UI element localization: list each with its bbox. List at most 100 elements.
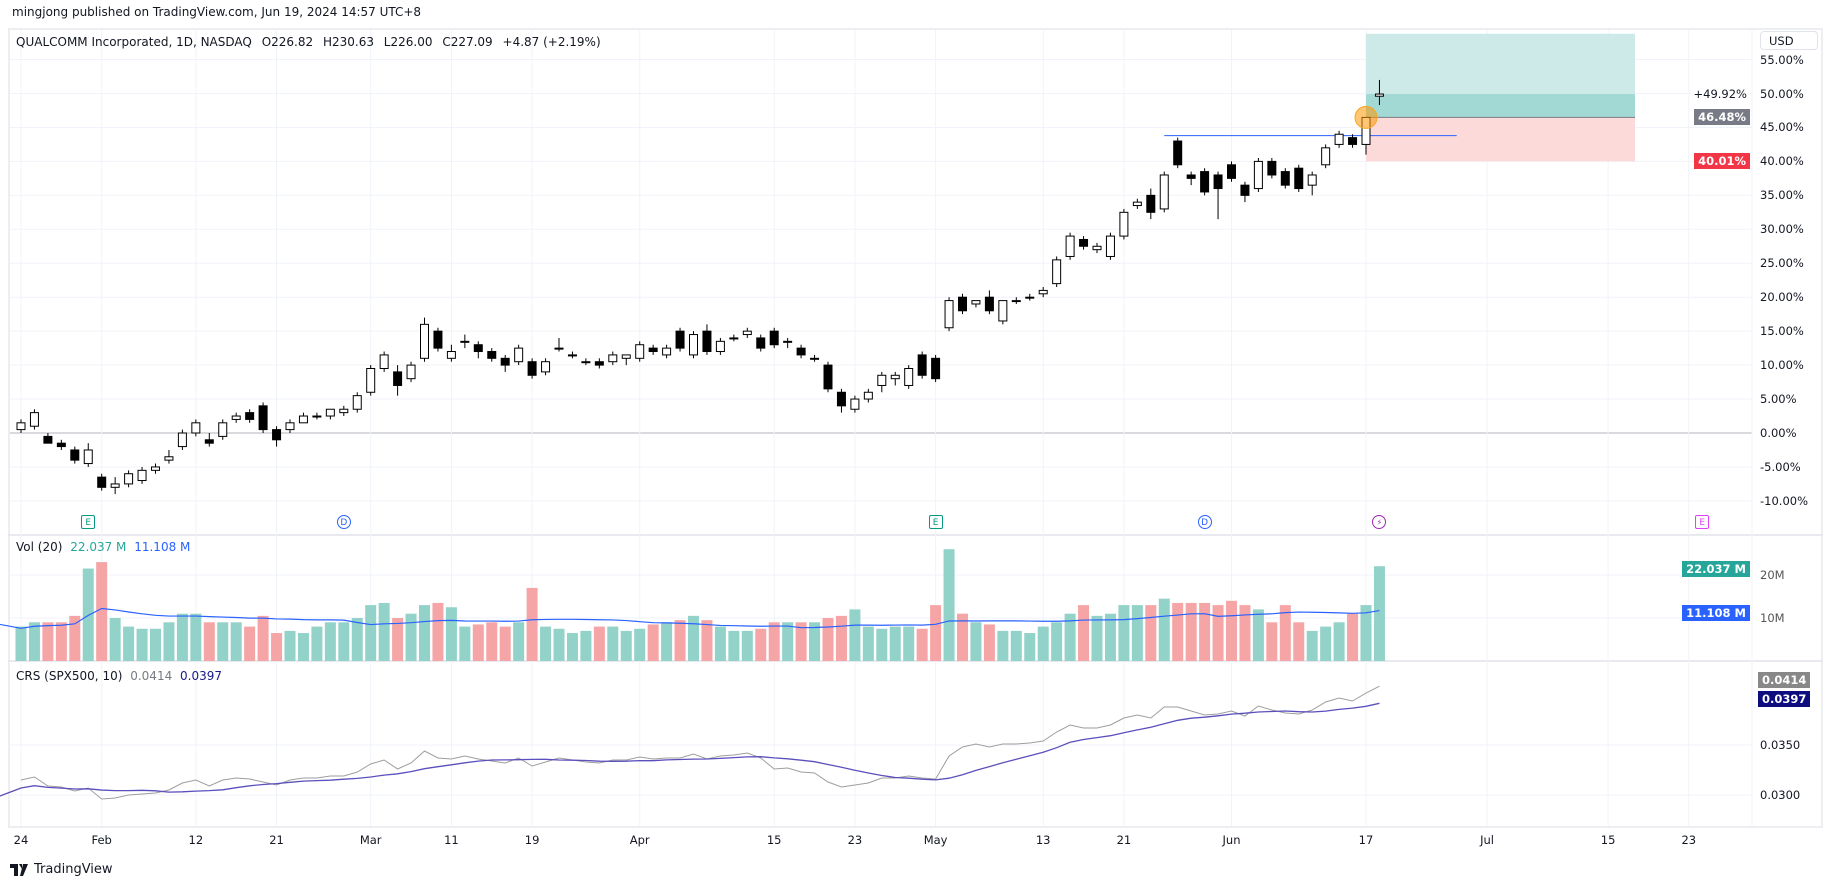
stop-zone xyxy=(1366,117,1635,162)
volume-bar-down xyxy=(1347,613,1359,661)
volume-bar-down xyxy=(647,624,659,661)
volume-bar-up xyxy=(620,630,632,661)
volume-title: Vol (20) xyxy=(16,540,63,554)
volume-bar-up xyxy=(351,618,363,661)
candle-down xyxy=(1227,164,1236,179)
candle-down xyxy=(796,347,806,356)
volume-bar-down xyxy=(1212,605,1224,661)
volume-bar-down xyxy=(203,622,215,661)
volume-bar-up xyxy=(1064,613,1076,661)
crs-legend[interactable]: CRS (SPX500, 10) 0.0414 0.0397 xyxy=(16,669,222,683)
volume-bar-up xyxy=(324,622,336,661)
entry-marker xyxy=(1354,105,1378,129)
candle-up xyxy=(325,408,335,417)
earnings-icon[interactable]: E xyxy=(81,515,96,529)
volume-bar-down xyxy=(526,587,538,661)
volume-bar-up xyxy=(297,633,309,661)
volume-bar-up xyxy=(876,628,888,661)
position-tool xyxy=(1164,33,1635,162)
candle-down xyxy=(473,344,483,353)
volume-bar-up xyxy=(217,622,229,661)
earnings-icon[interactable]: E xyxy=(928,515,943,529)
volume-bar-up xyxy=(1091,615,1103,661)
time-tick-label: 12 xyxy=(188,833,204,847)
candle-up xyxy=(420,323,429,359)
volume-legend[interactable]: Vol (20) 22.037 M 11.108 M xyxy=(16,540,190,554)
candle-up xyxy=(1159,174,1169,210)
volume-bar-down xyxy=(593,626,605,661)
time-tick-label: 24 xyxy=(13,833,29,847)
volume-bar-up xyxy=(405,613,417,661)
price-tick-label: 10.00% xyxy=(1760,358,1804,373)
candle-up xyxy=(1052,259,1062,285)
symbol-legend[interactable]: QUALCOMM Incorporated, 1D, NASDAQ O226.8… xyxy=(16,35,607,49)
currency-button[interactable]: USD xyxy=(1760,31,1818,50)
dividend-icon[interactable]: D xyxy=(1197,515,1212,529)
price-tick-label: 55.00% xyxy=(1760,52,1804,67)
price-tick-label: 20.00% xyxy=(1760,290,1804,305)
candle-up xyxy=(1092,245,1102,251)
footer-brand: TradingView xyxy=(34,862,113,877)
volume-bar-up xyxy=(889,626,901,661)
volume-bar-up xyxy=(136,628,148,661)
candle-down xyxy=(984,296,994,312)
volume-bar-up xyxy=(566,633,578,661)
crs-ma-badge: 0.0397 xyxy=(1758,691,1811,707)
volume-bar-up xyxy=(109,618,121,661)
candle-up xyxy=(514,347,524,363)
time-tick-label: Mar xyxy=(359,833,382,847)
candle-up xyxy=(1253,160,1263,190)
volume-bar-down xyxy=(822,618,834,661)
candle-down xyxy=(594,361,604,366)
volume-bar-up xyxy=(1360,605,1372,661)
price-tick-label: 45.00% xyxy=(1760,120,1804,135)
price-tick-label: -5.00% xyxy=(1760,459,1801,474)
volume-bar-down xyxy=(1185,602,1197,661)
profit-zone xyxy=(1366,94,1635,118)
volume-bar-down xyxy=(916,628,928,661)
volume-bar-up xyxy=(1104,613,1116,661)
dividend-icon[interactable]: D xyxy=(336,515,351,529)
volume-bar-up xyxy=(1306,630,1318,661)
volume-bar-down xyxy=(432,602,444,661)
volume-bar-up xyxy=(688,615,699,661)
candle-up xyxy=(998,300,1008,322)
volume-ma-badge: 11.108 M xyxy=(1682,605,1750,621)
candle-up xyxy=(541,361,551,373)
symbol-name: QUALCOMM Incorporated, 1D, NASDAQ xyxy=(16,35,252,49)
candle-up xyxy=(366,367,376,393)
candle-up xyxy=(352,395,362,410)
volume-bar-up xyxy=(580,630,592,661)
candle-up xyxy=(554,347,564,350)
volume-bar-up xyxy=(728,630,740,661)
candle-up xyxy=(1374,93,1384,97)
price-tick-label: 5.00% xyxy=(1760,392,1797,407)
flash-icon[interactable]: ⚡ xyxy=(1372,515,1387,529)
volume-badge: 22.037 M xyxy=(1682,561,1750,577)
candle-up xyxy=(29,412,39,427)
volume-tick-20m: 20M xyxy=(1760,568,1785,582)
candle-up xyxy=(110,483,120,488)
earnings-icon[interactable]: E xyxy=(1695,515,1710,529)
time-tick-label: Jul xyxy=(1480,833,1494,847)
volume-bar-up xyxy=(176,613,188,661)
candle-up xyxy=(137,469,147,482)
candle-up xyxy=(608,354,618,363)
crs-title: CRS (SPX500, 10) xyxy=(16,669,123,683)
volume-bar-down xyxy=(271,633,283,661)
volume-bar-down xyxy=(930,605,942,661)
volume-bar-up xyxy=(15,626,27,661)
volume-bar-down xyxy=(472,624,484,661)
candle-down xyxy=(675,330,685,349)
candle-down xyxy=(258,405,268,431)
volume-bar-up xyxy=(997,630,1009,661)
candle-down xyxy=(204,439,214,444)
entry-price-badge: 46.48% xyxy=(1694,109,1750,126)
volume-bar-up xyxy=(445,607,457,661)
volume-bar-down xyxy=(1226,600,1237,661)
volume-bar-up xyxy=(338,622,350,661)
candle-up xyxy=(971,300,981,305)
volume-bar-up xyxy=(661,622,673,661)
candle-up xyxy=(1065,235,1075,257)
